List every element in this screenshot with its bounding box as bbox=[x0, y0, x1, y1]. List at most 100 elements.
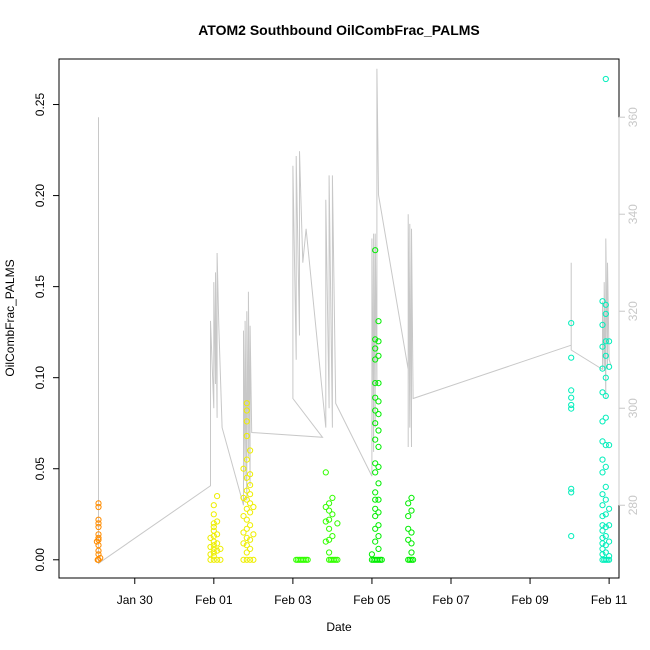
x-tick-label: Feb 05 bbox=[353, 593, 391, 607]
y2-tick-label: 320 bbox=[626, 301, 640, 321]
data-point bbox=[243, 496, 250, 503]
data-point bbox=[95, 523, 102, 531]
data-point bbox=[214, 518, 221, 525]
data-point bbox=[372, 420, 379, 427]
data-point bbox=[568, 320, 575, 327]
data-point bbox=[322, 518, 329, 525]
data-point bbox=[606, 522, 613, 529]
data-point bbox=[210, 520, 217, 527]
data-point bbox=[375, 318, 382, 325]
data-point bbox=[329, 533, 336, 540]
y-tick-label: 0.05 bbox=[33, 457, 47, 481]
data-point bbox=[606, 538, 613, 545]
data-point bbox=[568, 485, 575, 492]
data-point bbox=[602, 392, 609, 399]
data-point bbox=[210, 511, 217, 518]
data-point bbox=[210, 553, 217, 560]
y-axis: 0.00 0.05 0.10 0.15 0.20 0.25 bbox=[33, 93, 60, 571]
data-point bbox=[602, 75, 609, 83]
data-point bbox=[375, 545, 382, 553]
data-point bbox=[599, 491, 606, 498]
data-point bbox=[372, 469, 379, 476]
data-point bbox=[375, 380, 382, 387]
x-tick-label: Feb 11 bbox=[591, 593, 628, 607]
data-point bbox=[375, 556, 382, 563]
data-point bbox=[243, 487, 250, 494]
data-point bbox=[326, 536, 333, 543]
data-point bbox=[301, 556, 308, 563]
data-point bbox=[372, 336, 379, 343]
data-point bbox=[602, 352, 609, 359]
data-point bbox=[405, 500, 412, 507]
data-point bbox=[408, 529, 415, 536]
data-point bbox=[375, 480, 382, 487]
data-point bbox=[372, 525, 379, 532]
data-point bbox=[214, 531, 221, 538]
data-point bbox=[375, 522, 382, 529]
data-point bbox=[93, 538, 101, 545]
data-point bbox=[243, 456, 250, 463]
data-point bbox=[247, 500, 254, 507]
data-point bbox=[599, 438, 606, 445]
data-point bbox=[599, 513, 606, 520]
data-point bbox=[243, 418, 250, 425]
series-4 bbox=[368, 247, 417, 563]
data-point bbox=[214, 547, 221, 554]
data-point bbox=[372, 407, 379, 414]
data-point bbox=[210, 542, 217, 549]
data-point bbox=[372, 394, 379, 401]
data-point bbox=[602, 442, 609, 449]
data-point bbox=[243, 474, 250, 481]
data-point bbox=[322, 538, 329, 545]
data-point bbox=[95, 516, 102, 523]
y-tick-label: 0.20 bbox=[33, 184, 47, 208]
series-2 bbox=[207, 400, 257, 563]
data-point bbox=[243, 516, 250, 523]
data-point bbox=[217, 556, 224, 563]
data-point bbox=[95, 534, 102, 542]
data-point bbox=[602, 511, 609, 518]
x-tick-label: Jan 30 bbox=[117, 593, 153, 607]
data-point bbox=[95, 503, 102, 511]
data-point bbox=[207, 543, 214, 551]
data-point bbox=[408, 549, 415, 556]
data-point bbox=[332, 556, 339, 563]
data-point bbox=[210, 545, 217, 553]
data-point bbox=[372, 505, 379, 512]
data-point bbox=[243, 534, 250, 542]
y2-tick-label: 360 bbox=[626, 107, 640, 127]
data-point bbox=[247, 522, 254, 529]
data-point bbox=[243, 432, 250, 440]
data-point bbox=[240, 465, 247, 472]
data-point bbox=[210, 523, 217, 531]
chart-title: ATOM2 Southbound OilCombFrac_PALMS bbox=[198, 22, 480, 38]
data-point bbox=[210, 502, 217, 509]
series-1 bbox=[93, 500, 104, 563]
data-point bbox=[95, 500, 102, 507]
data-point bbox=[599, 469, 606, 476]
data-point bbox=[602, 463, 609, 470]
data-point bbox=[368, 551, 375, 558]
secondary-line-layer bbox=[98, 68, 612, 565]
data-point bbox=[375, 411, 382, 418]
data-point bbox=[606, 553, 613, 560]
data-point bbox=[602, 414, 609, 421]
data-point bbox=[599, 365, 606, 372]
data-point bbox=[247, 536, 254, 543]
data-point bbox=[568, 405, 575, 412]
data-point bbox=[375, 443, 382, 450]
data-point bbox=[602, 338, 609, 345]
y-tick-label: 0.10 bbox=[33, 366, 47, 390]
data-point bbox=[207, 534, 214, 542]
data-point bbox=[372, 513, 379, 520]
data-point bbox=[375, 533, 382, 540]
data-point bbox=[602, 549, 609, 556]
data-point bbox=[372, 380, 379, 387]
plot-area bbox=[58, 58, 620, 579]
data-point bbox=[606, 505, 613, 512]
y-tick-label: 0.25 bbox=[33, 93, 47, 117]
y2-axis: 280 300 320 340 360 bbox=[618, 107, 640, 515]
data-point bbox=[250, 503, 257, 511]
data-point bbox=[378, 556, 385, 563]
data-point bbox=[207, 556, 214, 563]
